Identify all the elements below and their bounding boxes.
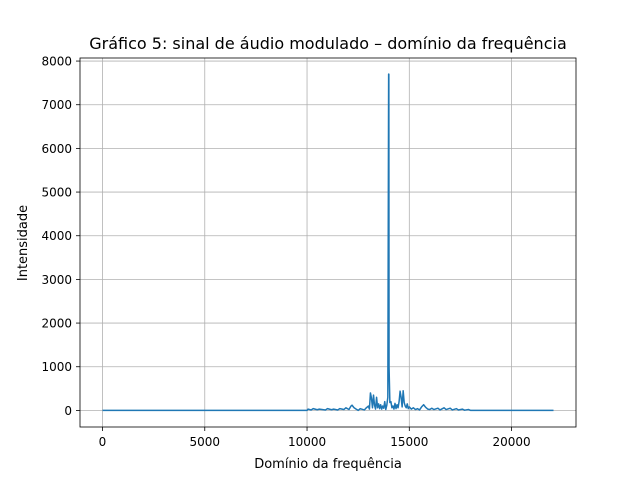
chart-title: Gráfico 5: sinal de áudio modulado – dom… <box>89 34 567 53</box>
y-tick-label: 2000 <box>41 317 72 331</box>
y-tick-label: 5000 <box>41 186 72 200</box>
series-line <box>102 73 554 412</box>
y-tick-label: 3000 <box>41 273 72 287</box>
x-tick-label: 20000 <box>492 435 530 449</box>
x-tick-label: 15000 <box>390 435 428 449</box>
x-axis-label: Domínio da frequência <box>254 457 402 472</box>
y-tick-label: 8000 <box>41 55 72 69</box>
y-axis-label: Intensidade <box>16 205 31 281</box>
series-layer <box>102 73 554 412</box>
y-tick-label: 1000 <box>41 360 72 374</box>
x-axis-ticks: 0 5000 10000 15000 20000 <box>99 427 531 449</box>
x-tick-label: 5000 <box>189 435 220 449</box>
x-tick-label: 10000 <box>288 435 326 449</box>
y-tick-label: 4000 <box>41 229 72 243</box>
y-axis-ticks: 0 1000 2000 3000 4000 5000 6000 7000 8000 <box>41 55 80 418</box>
y-tick-label: 0 <box>64 404 72 418</box>
y-tick-label: 7000 <box>41 98 72 112</box>
x-tick-label: 0 <box>99 435 107 449</box>
plot-frame <box>79 57 577 428</box>
y-tick-label: 6000 <box>41 142 72 156</box>
